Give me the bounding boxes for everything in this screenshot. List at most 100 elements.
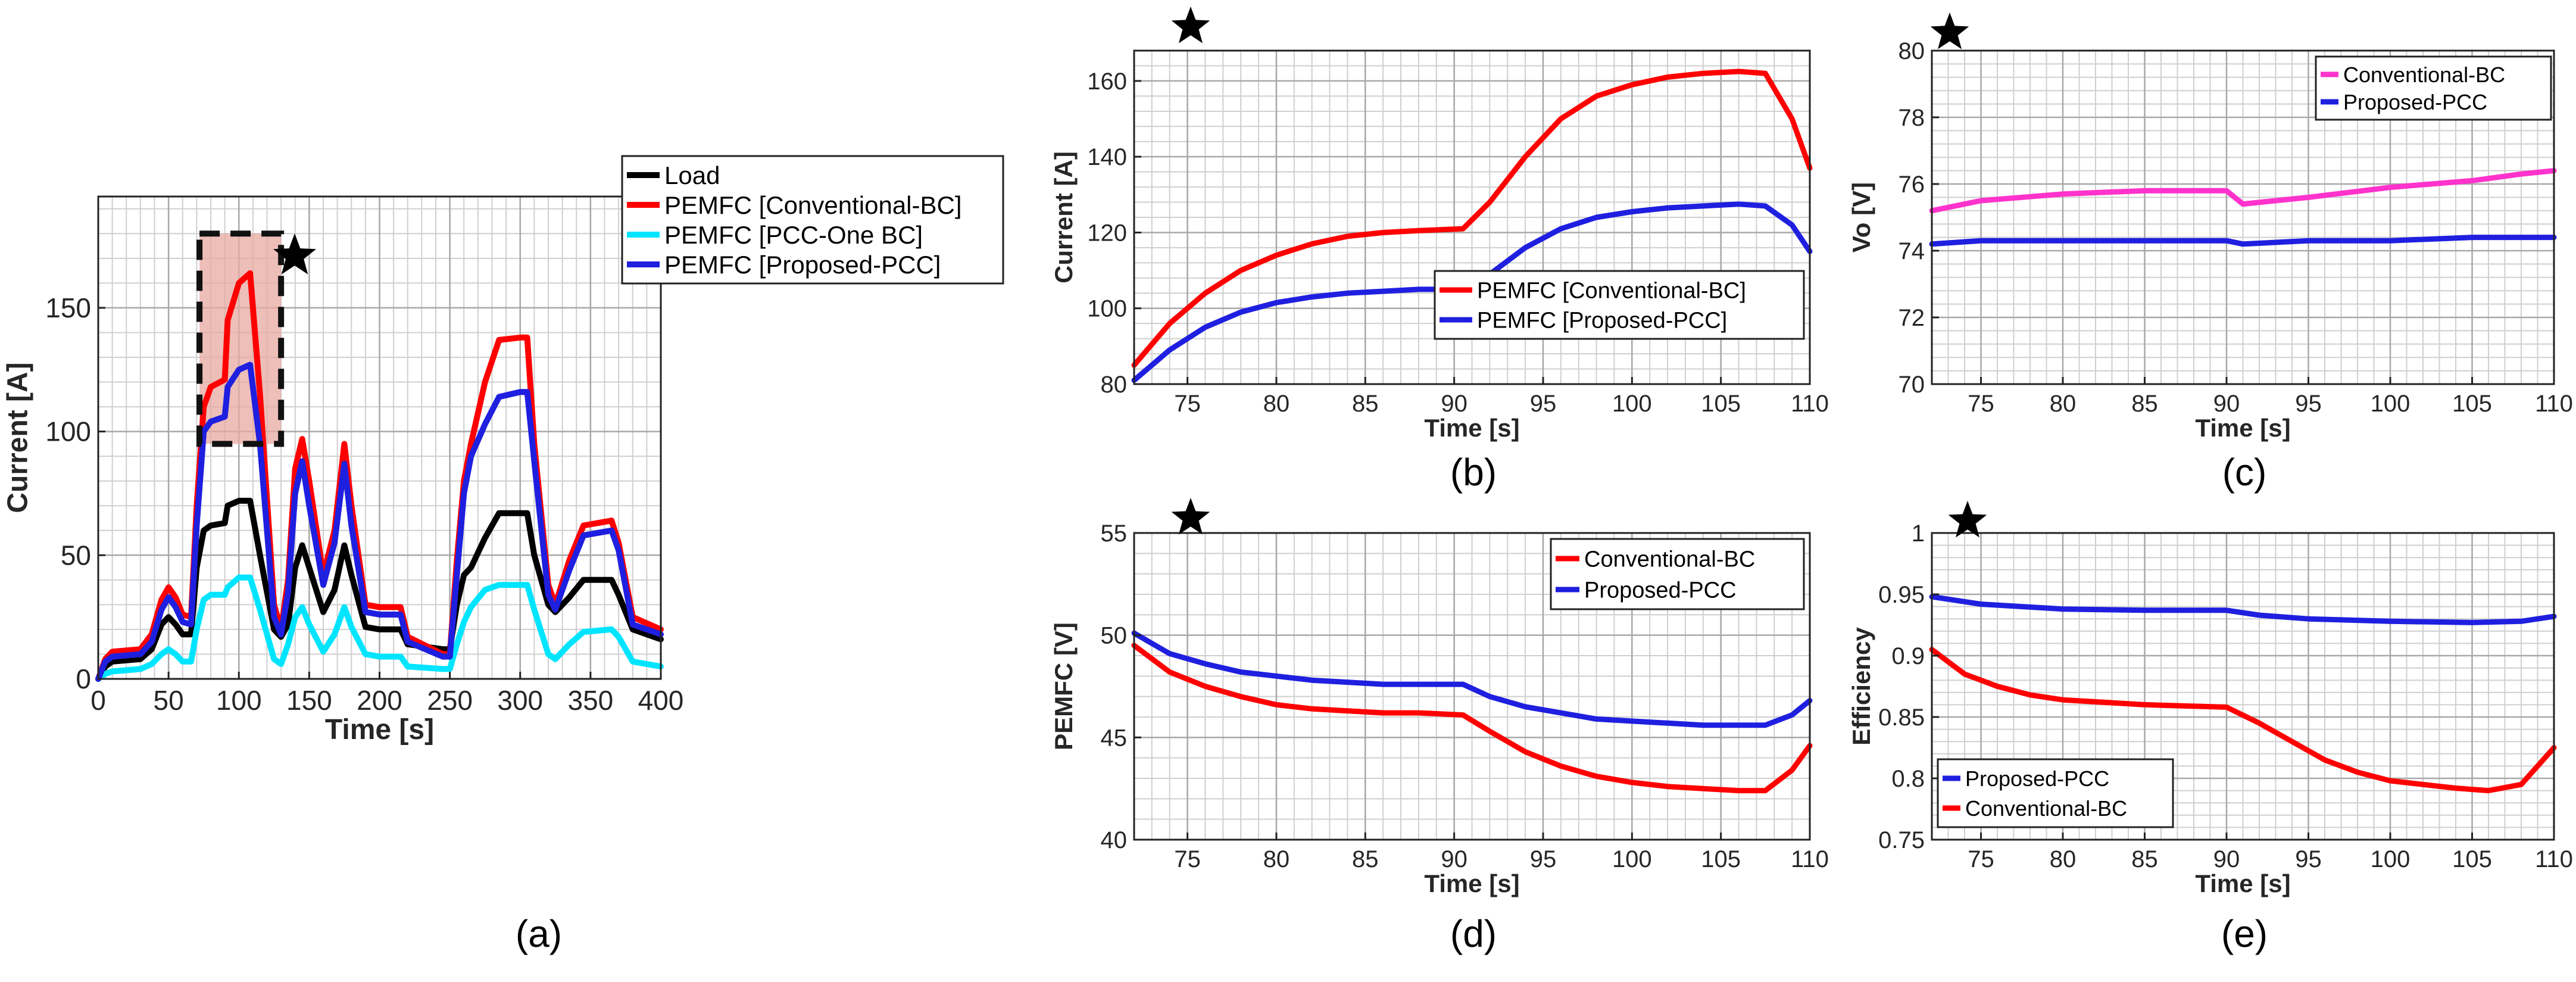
- y-tick-label: 55: [1101, 520, 1128, 547]
- star-marker: [1171, 498, 1210, 535]
- y-tick-label: 74: [1899, 238, 1925, 264]
- x-tick-label: 105: [2452, 391, 2492, 417]
- y-axis-label: Current [A]: [2, 362, 33, 513]
- x-tick-label: 95: [1530, 846, 1557, 872]
- x-tick-label: 150: [286, 685, 332, 716]
- legend-entry: Conventional-BC: [2343, 63, 2505, 87]
- x-tick-label: 80: [1263, 846, 1290, 872]
- y-tick-label: 50: [61, 540, 91, 571]
- x-axis-label: Time [s]: [325, 714, 434, 746]
- legend-box: [1937, 758, 2174, 828]
- y-tick-label: 45: [1101, 725, 1128, 751]
- axes-frame: [1133, 532, 1811, 841]
- legend-entry: Proposed-PCC: [2343, 90, 2487, 114]
- star-marker: [273, 233, 317, 275]
- y-tick-label: 80: [1101, 372, 1128, 398]
- x-axis-label: Time [s]: [2195, 414, 2290, 442]
- y-axis-label: Efficiency: [1847, 627, 1875, 746]
- star-marker: [1948, 501, 1987, 538]
- y-tick-label: 140: [1087, 144, 1127, 170]
- chart-panel-2: 75 80 85 90 95 100 105 110 70 72 74 76 78 80 Time [s] V…: [1847, 13, 2573, 494]
- legend-entry: PEMFC [Conventional-BC]: [664, 191, 962, 219]
- panel-caption: (e): [2221, 912, 2268, 955]
- legend-box: [621, 155, 1004, 285]
- series-line-0: [1131, 68, 1813, 368]
- legend-entry: PEMFC [Proposed-PCC]: [1477, 308, 1727, 333]
- x-tick-label: 85: [2131, 846, 2158, 872]
- dashed-highlight-box: [196, 230, 285, 447]
- x-tick-label: 300: [497, 685, 543, 716]
- legend-entry: PEMFC [PCC-One BC]: [664, 221, 923, 249]
- legend: Proposed-PCC Conventional-BC: [1937, 758, 2174, 828]
- panel-caption: (b): [1450, 451, 1497, 494]
- y-tick-label: 0: [76, 663, 91, 694]
- legend-entry: Conventional-BC: [1584, 547, 1755, 572]
- series-line-1: [1131, 630, 1813, 728]
- y-tick-label: 160: [1087, 68, 1127, 95]
- legend-entry: Proposed-PCC: [1965, 766, 2109, 791]
- chart-panel-3: 75 80 85 90 95 100 105 110 40 45 50 55 Time [s] PEMFC…: [1050, 498, 1829, 955]
- series-line-0: [1929, 168, 2557, 214]
- y-tick-label: 70: [1899, 372, 1925, 398]
- x-tick-label: 75: [1968, 846, 1994, 872]
- series-line-1: [1929, 235, 2557, 247]
- y-tick-label: 78: [1899, 105, 1925, 131]
- x-tick-label: 80: [2050, 846, 2077, 872]
- y-tick-label: 80: [1899, 38, 1925, 64]
- chart-panel-1: 75 80 85 90 95 100 105 110 80 100 120 140 160 Time [s…: [1050, 7, 1829, 494]
- x-tick-label: 80: [1263, 391, 1290, 417]
- star-marker: [1171, 7, 1210, 43]
- legend-entry: PEMFC [Conventional-BC]: [1477, 279, 1746, 304]
- x-tick-label: 400: [638, 685, 684, 716]
- x-tick-label: 90: [1441, 391, 1467, 417]
- series-line-2: [95, 574, 664, 682]
- x-tick-label: 90: [2213, 391, 2240, 417]
- x-tick-label: 85: [2131, 391, 2158, 417]
- y-tick-label: 0.8: [1891, 766, 1925, 792]
- legend-entry: Proposed-PCC: [1584, 578, 1737, 603]
- x-tick-label: 100: [216, 685, 262, 716]
- x-tick-label: 95: [2295, 391, 2322, 417]
- axes-frame: [1133, 49, 1811, 385]
- x-tick-label: 75: [1174, 391, 1201, 417]
- legend: PEMFC [Conventional-BC] PEMFC [Proposed-P…: [1434, 270, 1805, 340]
- legend-box: [2315, 55, 2552, 121]
- y-axis-label: Current [A]: [1050, 151, 1078, 283]
- x-tick-label: 110: [1791, 391, 1829, 417]
- y-tick-label: 0.9: [1891, 643, 1925, 669]
- y-tick-label: 100: [45, 416, 91, 447]
- y-tick-label: 40: [1101, 827, 1128, 853]
- x-tick-label: 100: [1612, 391, 1652, 417]
- y-tick-label: 50: [1101, 623, 1128, 649]
- x-tick-label: 80: [2050, 391, 2077, 417]
- legend-entry: Load: [664, 161, 720, 189]
- x-tick-label: 85: [1352, 391, 1379, 417]
- legend-entry: PEMFC [Proposed-PCC]: [664, 251, 941, 279]
- panel-caption: (a): [516, 912, 562, 955]
- x-tick-label: 105: [1701, 846, 1741, 872]
- y-tick-label: 0.95: [1878, 582, 1925, 608]
- x-tick-label: 200: [357, 685, 402, 716]
- panel-caption: (d): [1450, 912, 1497, 955]
- y-tick-label: 0.85: [1878, 704, 1925, 731]
- y-axis-label: Vo [V]: [1847, 182, 1875, 252]
- y-tick-label: 76: [1899, 172, 1925, 198]
- legend-box: [1434, 270, 1805, 340]
- axes-frame: [1931, 532, 2555, 841]
- x-tick-label: 105: [2452, 846, 2492, 872]
- series-line-0: [1929, 594, 2557, 625]
- x-tick-label: 110: [1791, 846, 1829, 872]
- legend-entry: Conventional-BC: [1965, 796, 2127, 821]
- y-tick-label: 120: [1087, 220, 1127, 246]
- legend-box: [1550, 538, 1805, 610]
- x-axis-label: Time [s]: [2195, 869, 2290, 897]
- series-line-3: [95, 361, 664, 682]
- y-tick-label: 150: [45, 292, 91, 323]
- series-line-1: [1929, 647, 2557, 794]
- x-tick-label: 95: [2295, 846, 2322, 872]
- x-tick-label: 90: [2213, 846, 2240, 872]
- x-tick-label: 95: [1530, 391, 1557, 417]
